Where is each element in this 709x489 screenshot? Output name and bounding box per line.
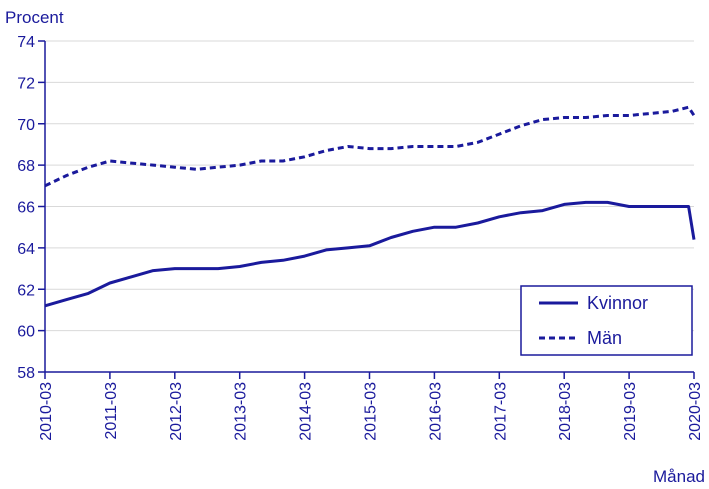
x-tick-label-2012-03: 2012-03 [168,382,185,441]
y-axis-title: Procent [5,8,64,27]
x-tick-label-2014-03: 2014-03 [298,382,315,441]
x-tick-label-2017-03: 2017-03 [492,382,509,441]
y-tick-label-60: 60 [17,324,35,341]
y-tick-label-70: 70 [17,117,35,134]
x-tick-label-2013-03: 2013-03 [233,382,250,441]
x-tick-label-2011-03: 2011-03 [103,382,120,440]
y-tick-label-62: 62 [17,282,35,299]
x-axis-ticks: 2010-03 2011-03 2012-03 2013-03 2014-03 2015-… [38,372,704,441]
x-tick-label-2016-03: 2016-03 [427,382,444,441]
legend-label-kvinnor: Kvinnor [587,293,648,313]
x-tick-label-2015-03: 2015-03 [363,382,380,441]
y-tick-label-66: 66 [17,200,35,217]
x-tick-label-2020-03: 2020-03 [687,382,704,441]
x-tick-label-2010-03: 2010-03 [38,382,55,441]
y-tick-label-68: 68 [17,158,35,175]
y-tick-label-64: 64 [17,241,35,258]
y-tick-label-74: 74 [17,34,35,51]
legend-label-man: Män [587,328,622,348]
x-axis-title: Månad [653,467,705,486]
series-line-kvinnor [44,200,696,308]
series-group [44,105,696,308]
legend: Kvinnor Män [520,285,693,356]
y-tick-label-72: 72 [17,75,35,92]
series-line-man [44,105,696,188]
x-tick-label-2019-03: 2019-03 [622,382,639,441]
y-tick-label-58: 58 [17,365,35,382]
legend-box [520,285,693,356]
x-tick-label-2018-03: 2018-03 [557,382,574,441]
y-axis-ticks: 58 60 62 64 66 68 70 72 74 [17,34,45,382]
